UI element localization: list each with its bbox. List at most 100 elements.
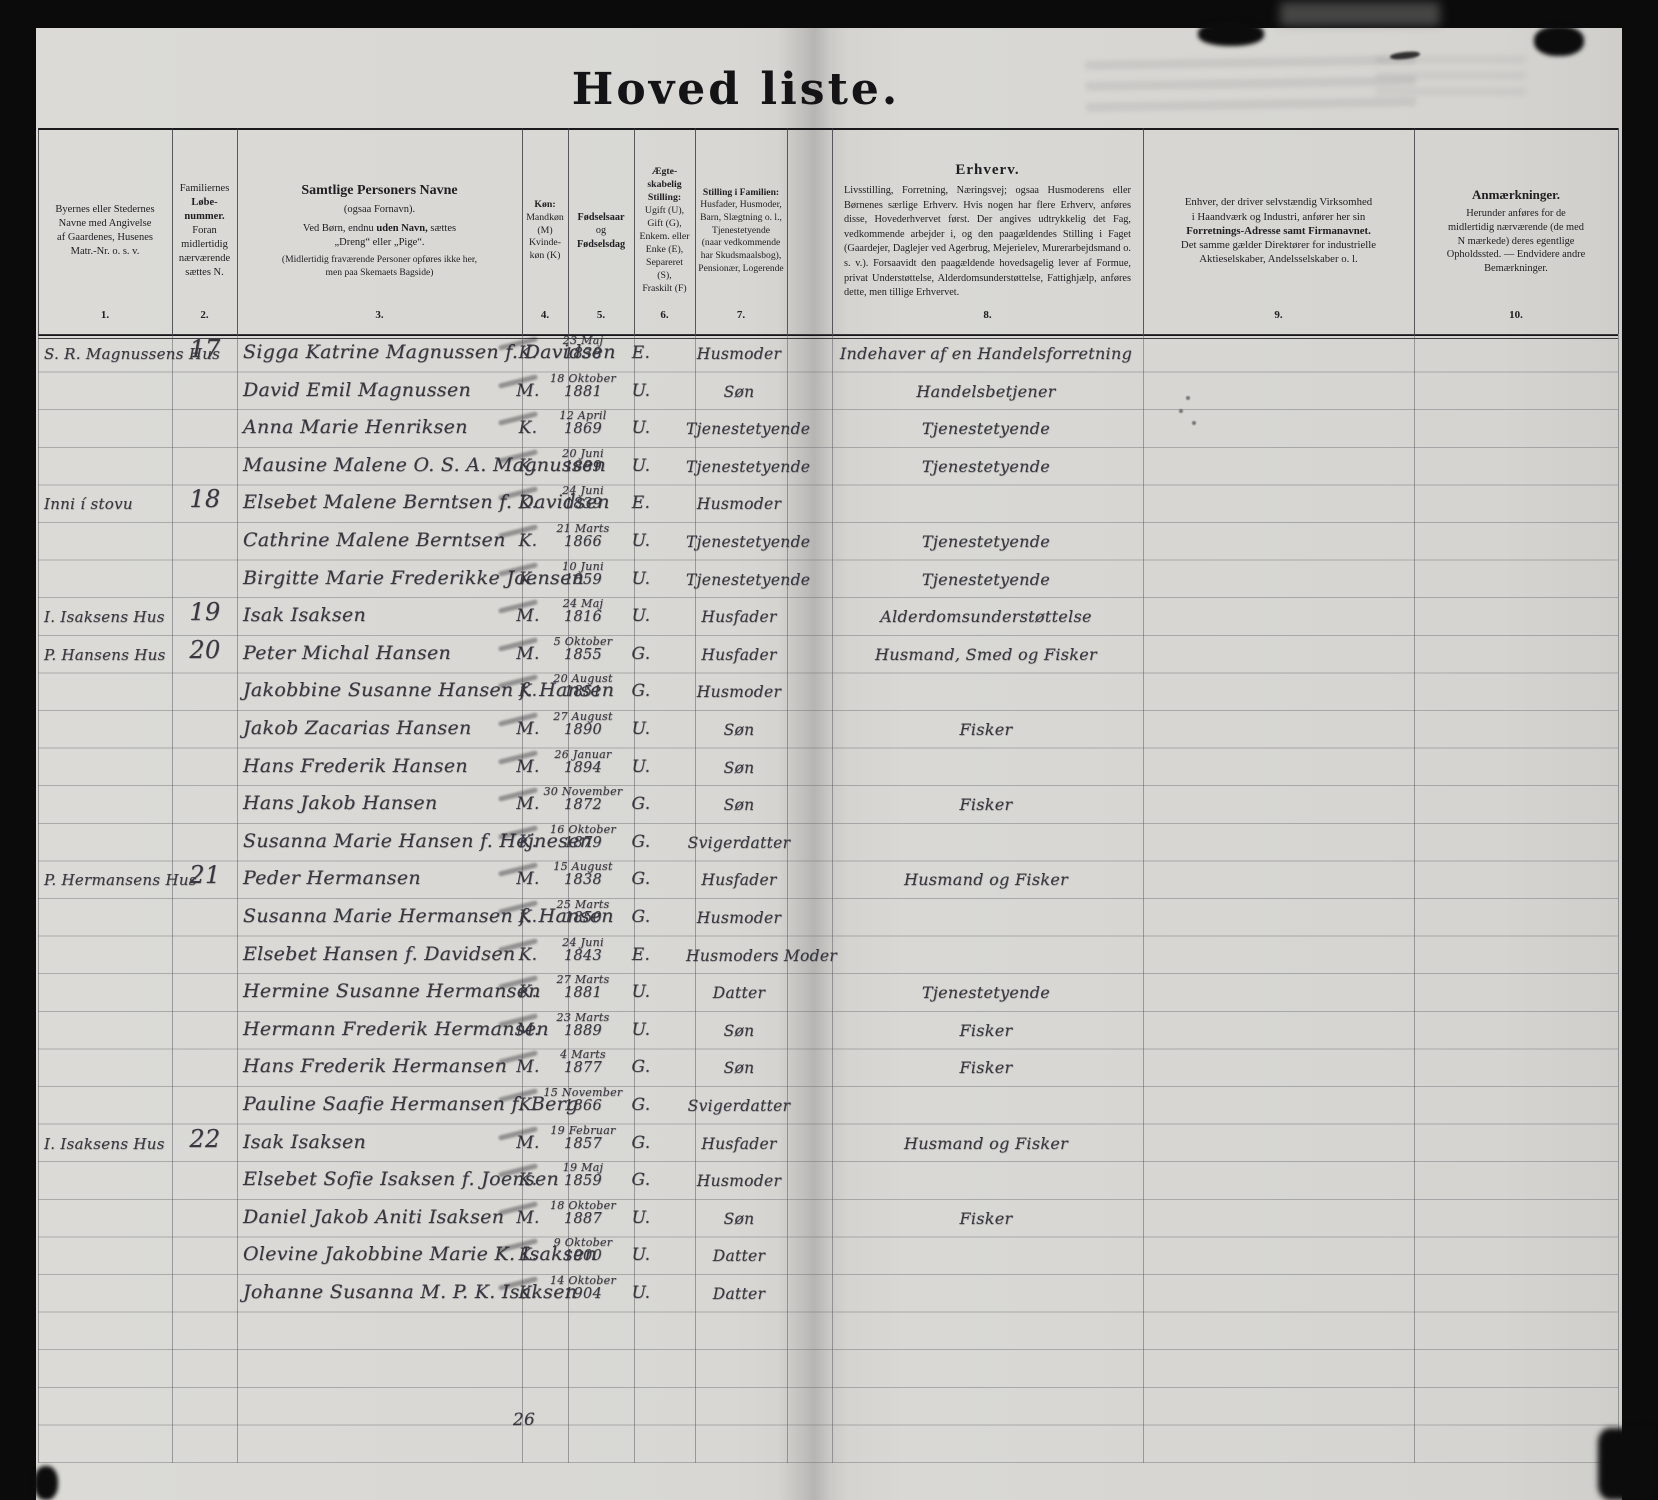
header-line: (M) [537, 224, 553, 236]
cell-marital-status: G. [631, 794, 651, 815]
table-row: Olevine Jakobbine Marie K. Isaksen K. 9 Ok… [36, 1236, 1622, 1274]
cell-occupation: Husmand, Smed og Fisker [875, 644, 1097, 664]
column-number: 8. [983, 309, 992, 321]
column-number: 3. [375, 309, 384, 321]
table-row: Hans Frederik Hansen M. 26 Januar 1894 U. Søn [36, 748, 1622, 786]
cell-place-name: P. Hansens Hus [44, 645, 166, 664]
cell-family-position: Søn [723, 758, 755, 777]
cell-family-position: Svigerdatter [687, 1097, 791, 1115]
cell-marital-status: G. [631, 831, 651, 852]
column-number: 6. [660, 309, 669, 321]
cell-family-number: 22 [189, 1124, 221, 1153]
birth-year: 1866 [563, 534, 603, 550]
cell-marital-status: U. [631, 606, 651, 627]
cell-birthdate: 14 Oktober 1904 [536, 1274, 630, 1302]
cell-birthdate: 30 November 1872 [536, 785, 630, 813]
header-line: Separeret [646, 256, 683, 268]
birth-year: 1859 [563, 1173, 603, 1190]
col-header-sex: Køn: Mandkøn (M) Kvinde- køn (K) [522, 128, 568, 334]
header-line: Navne med Angivelse [58, 218, 152, 230]
cell-family-number: 21 [189, 861, 221, 890]
cell-sex: K. [518, 1095, 538, 1115]
cell-sex: M. [516, 606, 540, 627]
header-line: Stilling i Familien: [702, 186, 780, 198]
cell-birthdate: 23 Maj 1838 [536, 334, 630, 362]
scan-edge-left [0, 0, 36, 1500]
column-rule [237, 334, 238, 1463]
cell-occupation: Fisker [959, 1020, 1013, 1040]
header-line: Ved Børn, endnu uden Navn, sættes [303, 222, 456, 236]
col-header-birthdate: Fødselsaar og Fødselsdag [568, 128, 634, 334]
table-double-rule [38, 334, 1618, 337]
cell-sex: M. [516, 869, 540, 890]
ink-blot [1534, 26, 1584, 56]
birth-day-month: 23 Maj [562, 334, 604, 347]
cell-person-name: Hermann Frederik Hermansen [243, 1017, 549, 1040]
col-header-names: Samtlige Personers Navne (ogsaa Fornavn)… [237, 128, 522, 334]
cell-sex: M. [516, 1207, 540, 1228]
cell-sex: K. [518, 343, 538, 363]
cell-birthdate: 18 Oktober 1887 [536, 1199, 630, 1227]
birth-day-month: 4 Marts [560, 1048, 606, 1062]
header-line: Køn: [534, 198, 556, 210]
cell-family-position: Søn [723, 382, 755, 401]
cell-person-name: Mausine Malene O. S. A. Magnussen [243, 453, 607, 476]
cell-person-name: Isak Isaksen [243, 1130, 367, 1153]
cell-occupation: Tjenestetyende [921, 532, 1051, 551]
table-row: David Emil Magnussen M. 18 Oktober 1881 U. Sø… [36, 372, 1622, 410]
column-number: 2. [200, 309, 209, 321]
cell-marital-status: U. [631, 1283, 651, 1303]
cell-marital-status: G. [631, 1170, 651, 1191]
birth-year: 1904 [563, 1286, 603, 1302]
column-rule [1143, 128, 1144, 334]
birth-day-month: 19 Februar [550, 1123, 616, 1137]
col-header-business: Enhver, der driver selvstændig Virksomhe… [1143, 128, 1414, 334]
col-header-family-position: Stilling i Familien: Husfader, Husmoder,… [695, 128, 787, 334]
cell-birthdate: 23 Marts 1889 [536, 1011, 630, 1039]
cell-sex: K. [518, 907, 538, 927]
cell-sex: M. [516, 794, 540, 815]
birth-year: 1866 [563, 1098, 603, 1114]
header-line: Kvinde- [528, 237, 562, 249]
table-row: Susanna Marie Hansen f. Hejnesen K. 16 Okt… [36, 823, 1622, 861]
table-row: Elsebet Hansen f. Davidsen K. 24 Juni 1843 E… [36, 936, 1622, 974]
cell-family-position: Søn [723, 1059, 755, 1078]
column-number: 5. [596, 309, 606, 321]
header-line: Samtlige Personers Navne [301, 183, 458, 199]
header-line: Forretnings-Adresse samt Firmanavnet. [1186, 224, 1371, 237]
cell-person-name: Jakob Zacarias Hansen [243, 717, 472, 739]
header-line: (S), [657, 269, 672, 281]
column-number: 1. [100, 309, 110, 321]
column-rule [568, 334, 569, 1463]
cell-sex: M. [516, 380, 540, 401]
cell-birthdate: 24 Juni 1839 [536, 484, 630, 512]
cell-birthdate: 27 Marts 1881 [536, 973, 630, 1001]
birth-day-month: 5 Oktober [553, 634, 613, 648]
header-line: og [595, 225, 607, 237]
cell-place-name: P. Hermansens Hus [44, 871, 197, 890]
header-line: Fødselsaar [577, 211, 625, 223]
cell-family-position: Husfader [701, 645, 777, 664]
col-header-marital-status: Ægte- skabelig Stilling: Ugift (U), Gift… [634, 128, 695, 334]
header-line: Opholdssted. — Endvidere andre [1446, 249, 1586, 261]
cell-marital-status: U. [631, 719, 651, 739]
header-line: Erhverv. [955, 162, 1020, 179]
cell-sex: K. [518, 831, 538, 852]
header-line: nærværende [178, 252, 231, 264]
cell-birthdate: 19 Februar 1857 [536, 1124, 630, 1152]
cell-birthdate: 12 April 1869 [536, 409, 630, 437]
cell-birthdate: 27 August 1890 [536, 710, 630, 738]
birth-day-month: 10 Juni [562, 559, 604, 573]
cell-marital-status: E. [631, 493, 651, 514]
cell-sex: K. [518, 418, 538, 439]
page-fold [778, 28, 848, 1500]
cell-birthdate: 15 November 1866 [536, 1086, 630, 1114]
birth-year: 1869 [563, 421, 603, 438]
cell-sex: K. [518, 681, 538, 702]
column-rule [38, 128, 39, 334]
cell-sex: M. [516, 756, 540, 777]
header-line: Barn, Slægtning o. l., [700, 212, 782, 224]
bleedthrough-smudge [1376, 56, 1526, 96]
table-row: Susanna Marie Hermansen f. Hansen K. 25 Ma… [36, 898, 1622, 936]
